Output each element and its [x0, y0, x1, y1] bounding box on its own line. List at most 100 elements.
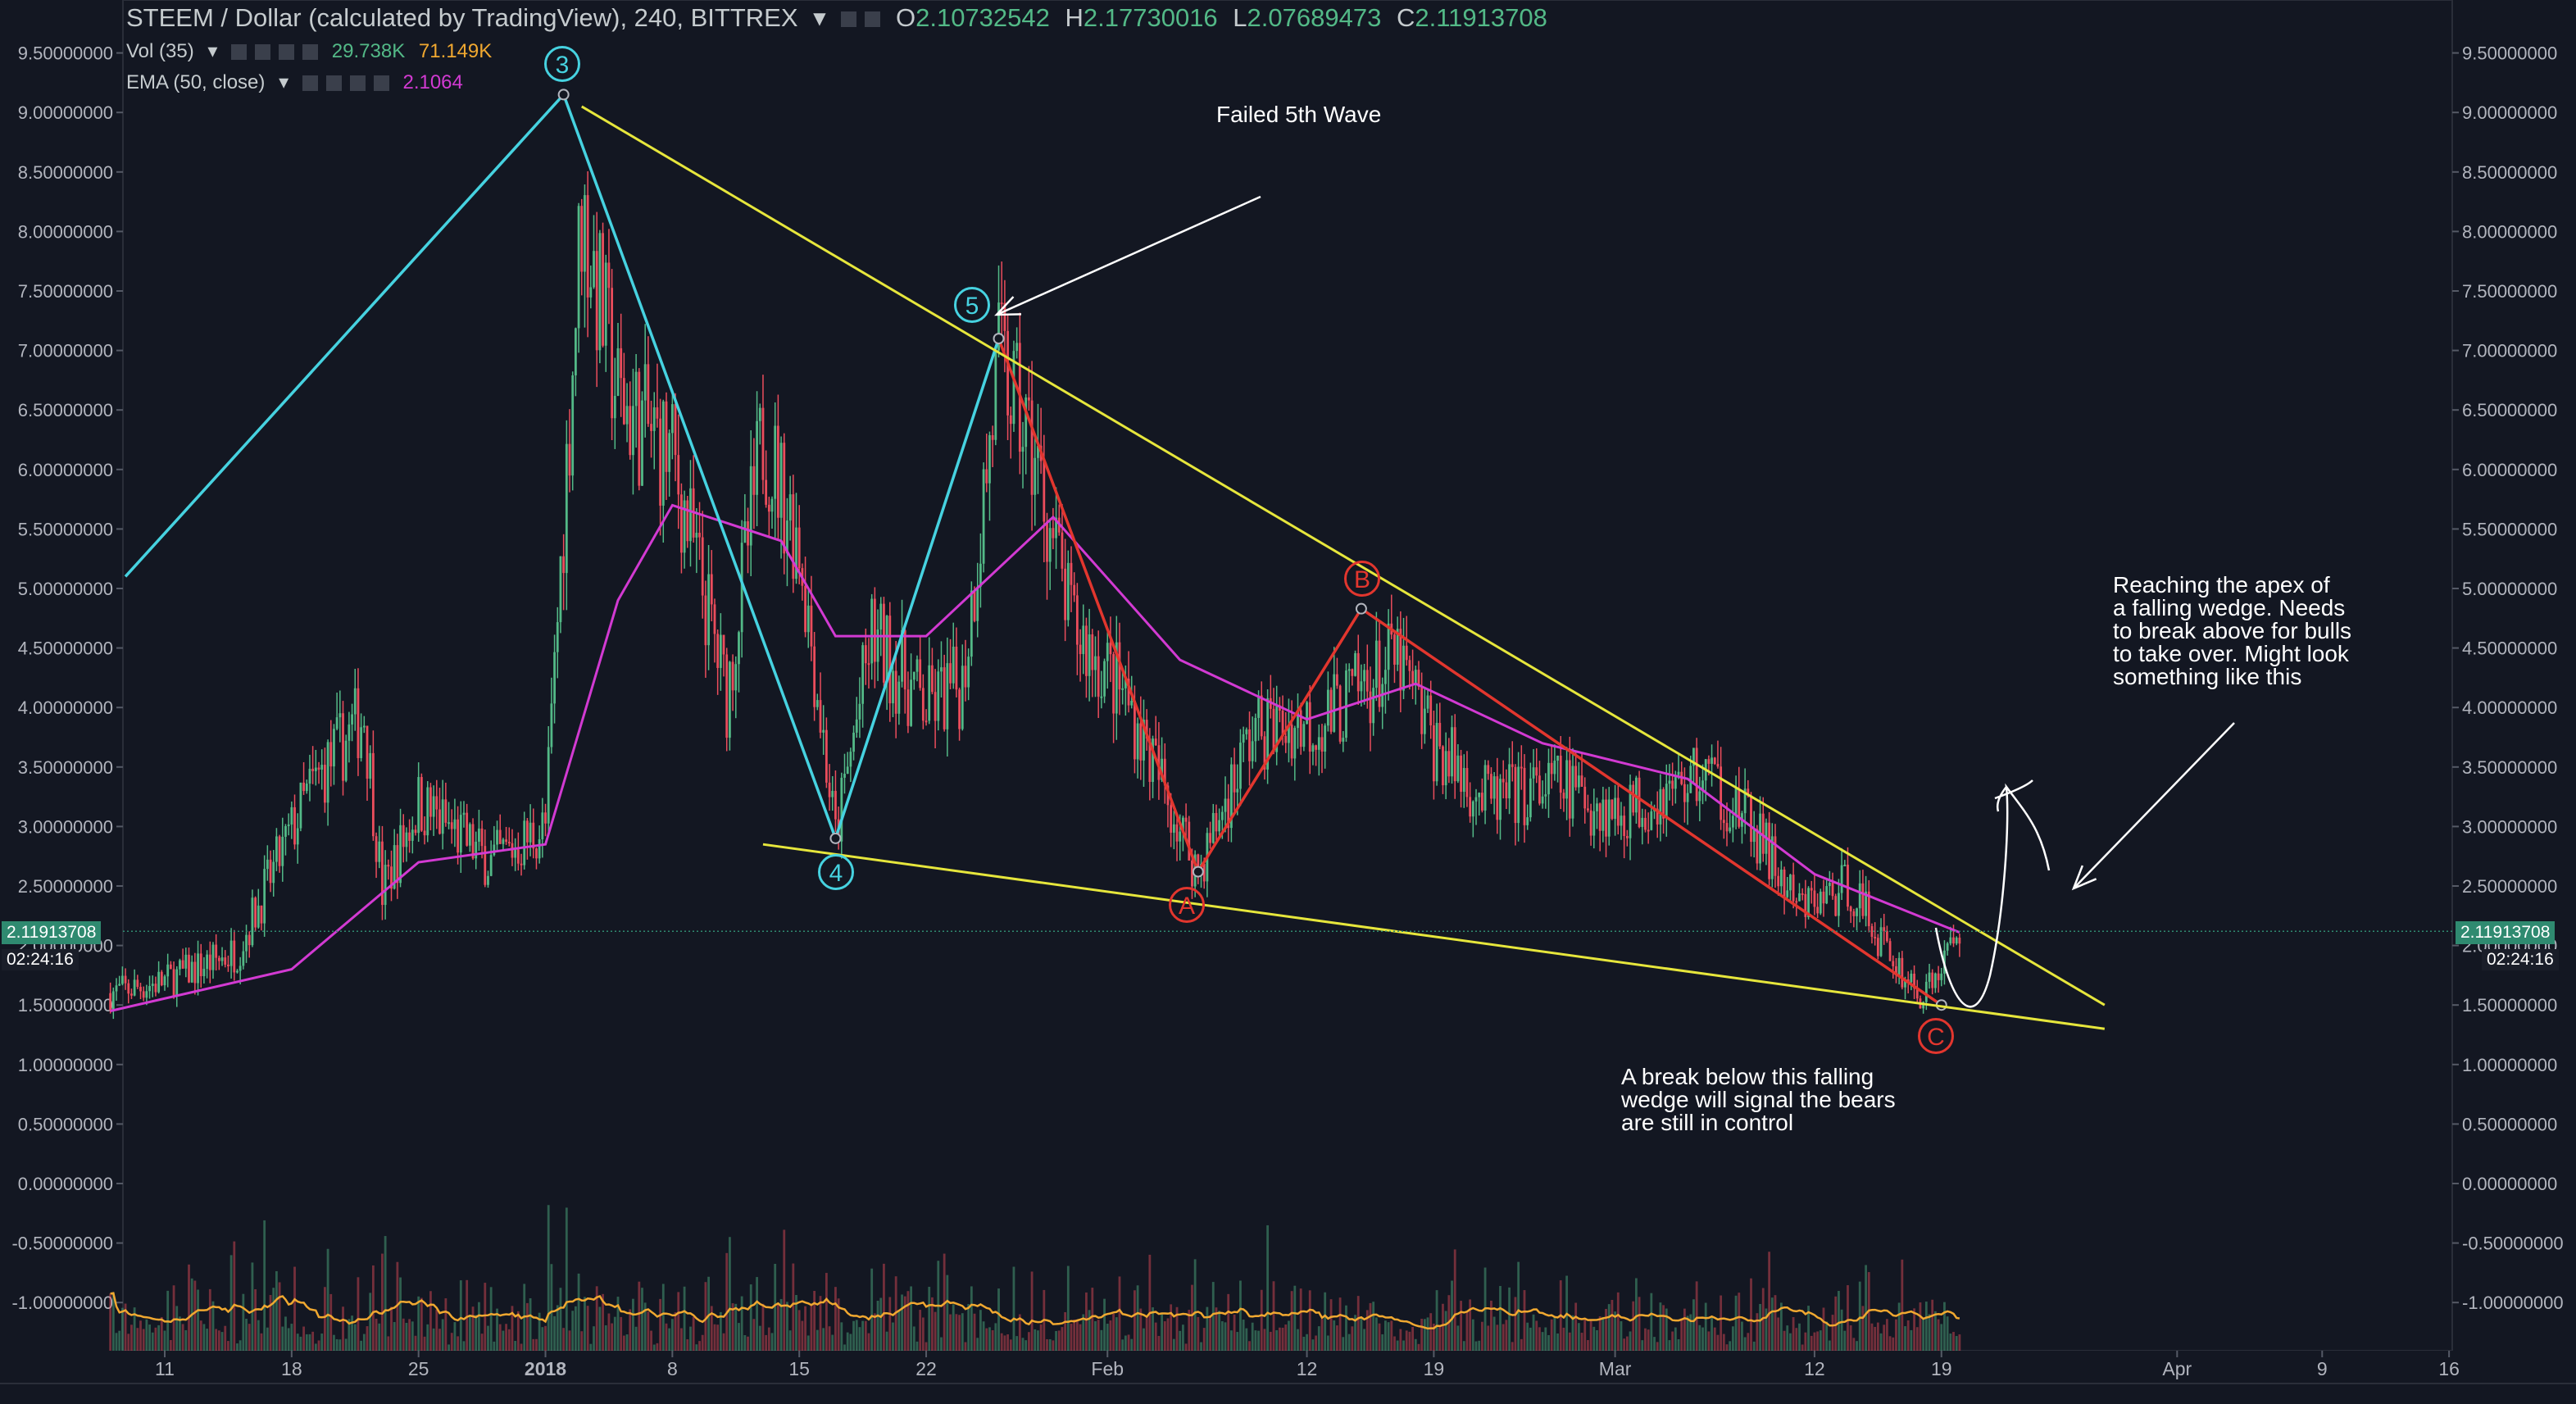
wave-label-c[interactable]: C — [1918, 1018, 1954, 1054]
candle-body[interactable] — [1547, 762, 1550, 795]
candle-body[interactable] — [448, 822, 450, 825]
candle-body[interactable] — [1342, 738, 1345, 742]
candle-body[interactable] — [1297, 710, 1299, 729]
candle-body[interactable] — [151, 984, 154, 987]
candle-body[interactable] — [1139, 723, 1143, 761]
candle-body[interactable] — [1085, 625, 1088, 676]
candle-body[interactable] — [828, 782, 831, 797]
candle-body[interactable] — [1465, 768, 1469, 797]
candle-body[interactable] — [317, 767, 320, 770]
candle-body[interactable] — [1692, 747, 1695, 766]
candle-body[interactable] — [1197, 854, 1200, 873]
candle-body[interactable] — [1275, 705, 1279, 752]
candle-body[interactable] — [1134, 701, 1136, 760]
candle-body[interactable] — [468, 824, 471, 846]
settings-icon[interactable] — [255, 44, 271, 61]
candle-body[interactable] — [584, 195, 586, 272]
candle-body[interactable] — [1027, 397, 1030, 401]
candle-body[interactable] — [311, 768, 315, 771]
candle-body[interactable] — [1856, 908, 1858, 916]
volume-indicator-name[interactable]: Vol (35) — [126, 40, 194, 62]
candle-body[interactable] — [441, 799, 444, 834]
candle-body[interactable] — [1490, 774, 1492, 799]
candle-body[interactable] — [816, 700, 819, 707]
candle-body[interactable] — [459, 815, 462, 853]
candle-body[interactable] — [399, 825, 402, 884]
candle-body[interactable] — [659, 418, 662, 506]
eye-icon[interactable] — [231, 44, 248, 61]
candle-body[interactable] — [1601, 799, 1605, 831]
candle-body[interactable] — [1695, 747, 1698, 802]
candle-body[interactable] — [680, 494, 683, 553]
candle-body[interactable] — [1251, 741, 1254, 761]
candle-body[interactable] — [677, 455, 680, 495]
candle-body[interactable] — [1770, 836, 1774, 879]
candle-body[interactable] — [1789, 875, 1792, 891]
candle-body[interactable] — [217, 957, 220, 961]
candle-body[interactable] — [1417, 670, 1420, 687]
candle-body[interactable] — [1541, 796, 1544, 804]
candle-body[interactable] — [1946, 943, 1949, 951]
candle-body[interactable] — [1937, 973, 1940, 980]
candle-body[interactable] — [475, 841, 478, 859]
candle-body[interactable] — [296, 828, 299, 845]
candle-body[interactable] — [287, 824, 290, 826]
candle-body[interactable] — [417, 777, 420, 834]
candle-body[interactable] — [369, 752, 372, 779]
candle-body[interactable] — [1496, 776, 1499, 820]
candle-body[interactable] — [1886, 930, 1888, 942]
candle-body[interactable] — [915, 659, 919, 672]
candle-body[interactable] — [1088, 634, 1091, 676]
candle-body[interactable] — [1565, 760, 1569, 799]
candle-body[interactable] — [1743, 788, 1747, 814]
candle-body[interactable] — [1456, 755, 1460, 782]
candle-body[interactable] — [1263, 736, 1266, 770]
candle-body[interactable] — [1958, 938, 1961, 944]
candle-body[interactable] — [393, 845, 396, 889]
close-icon[interactable] — [373, 75, 389, 92]
candle-body[interactable] — [1003, 302, 1006, 331]
candle-body[interactable] — [502, 839, 505, 844]
candle-body[interactable] — [323, 765, 326, 803]
candle-body[interactable] — [1614, 797, 1616, 819]
annotation-break-note[interactable]: A break below this falling wedge will si… — [1621, 1064, 1896, 1135]
candle-body[interactable] — [1825, 886, 1829, 904]
candle-body[interactable] — [1852, 911, 1856, 916]
candle-body[interactable] — [1130, 701, 1134, 706]
candle-body[interactable] — [1055, 517, 1057, 538]
candle-body[interactable] — [1686, 793, 1689, 802]
candle-body[interactable] — [1928, 972, 1931, 982]
candle-body[interactable] — [208, 954, 211, 970]
candle-body[interactable] — [1834, 896, 1838, 916]
candle-body[interactable] — [888, 616, 892, 704]
candle-body[interactable] — [1302, 724, 1306, 747]
candle-body[interactable] — [1112, 654, 1115, 714]
candle-body[interactable] — [1616, 797, 1620, 826]
candle-body[interactable] — [1535, 767, 1538, 776]
candle-body[interactable] — [1079, 644, 1082, 655]
candle-body[interactable] — [1229, 764, 1233, 829]
candle-body[interactable] — [181, 960, 184, 969]
candle-body[interactable] — [547, 747, 550, 824]
candle-body[interactable] — [1384, 670, 1387, 684]
candle-body[interactable] — [1121, 688, 1124, 690]
candle-body[interactable] — [571, 375, 575, 476]
candle-body[interactable] — [632, 406, 634, 456]
candle-body[interactable] — [867, 663, 870, 666]
candle-body[interactable] — [767, 504, 770, 512]
candle-body[interactable] — [1333, 674, 1336, 732]
candle-body[interactable] — [894, 670, 897, 714]
candle-body[interactable] — [846, 766, 849, 775]
candle-body[interactable] — [1779, 869, 1783, 887]
candle-body[interactable] — [559, 556, 562, 623]
candle-body[interactable] — [885, 616, 888, 683]
candle-body[interactable] — [729, 661, 731, 738]
candle-body[interactable] — [580, 206, 584, 272]
candle-body[interactable] — [586, 195, 589, 298]
candle-body[interactable] — [1831, 883, 1834, 897]
candle-body[interactable] — [1372, 688, 1375, 724]
candle-body[interactable] — [348, 724, 351, 741]
candle-body[interactable] — [139, 987, 142, 992]
candle-body[interactable] — [1157, 745, 1161, 780]
annotation-arrow-apex[interactable] — [2073, 722, 2235, 889]
